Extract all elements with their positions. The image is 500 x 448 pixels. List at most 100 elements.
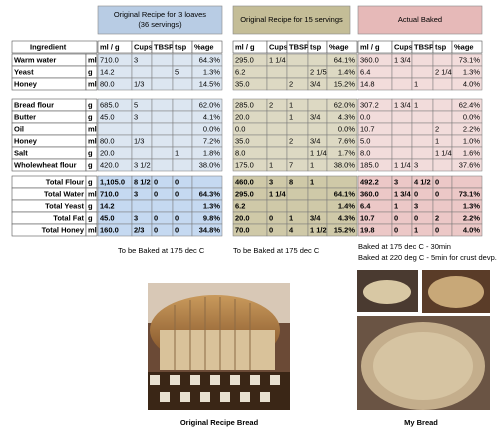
cell-value: 1/3 (134, 136, 144, 145)
cell-value: 3 (414, 201, 418, 210)
cell (131, 122, 153, 136)
cell-value: 0 (435, 225, 439, 234)
cell-value: 1.3% (463, 67, 480, 76)
cell-value: 20.0 (235, 112, 250, 121)
cell-value: 73.1% (459, 55, 481, 64)
cell-value: 0 (394, 213, 398, 222)
column-header-cell (326, 40, 358, 54)
photo-caption: My Bread (404, 418, 438, 427)
cell-value: 460.0 (235, 177, 254, 186)
cell (131, 65, 153, 79)
cell-value: 20.0 (100, 148, 115, 157)
cell-value: 0 (269, 225, 273, 234)
unit-cell (85, 223, 98, 237)
cell-value: 37.6% (459, 160, 481, 169)
cell (172, 134, 193, 148)
cell (266, 146, 288, 160)
column-header: %age (454, 42, 474, 51)
cell (432, 53, 453, 67)
cell (266, 122, 288, 136)
cell (326, 175, 358, 189)
cell-value: 1 (435, 136, 439, 145)
cell-value: 1 1/4 (310, 148, 327, 157)
photo-caption: Original Recipe Bread (180, 418, 259, 427)
cell-value: 4 1/2 (414, 177, 431, 186)
cell (97, 122, 133, 136)
cell-value: 1 (289, 112, 293, 121)
unit-cell (85, 77, 98, 91)
cell-value: 64.1% (334, 189, 356, 198)
my-bread-photos (357, 270, 490, 410)
cell-value: 1/3 (134, 79, 144, 88)
cell-value: 1 (289, 100, 293, 109)
cell (432, 110, 453, 124)
unit: ml (88, 189, 97, 198)
column-header-cell (11, 40, 98, 54)
cell-value: 64.3% (199, 55, 221, 64)
cell (411, 110, 434, 124)
column-header: TBSP (414, 42, 434, 51)
cell (172, 98, 193, 112)
cell-value: 4.0% (463, 79, 480, 88)
cell-value: 3/4 (310, 213, 321, 222)
cell (151, 53, 174, 67)
cell-value: 1 (394, 201, 398, 210)
bake-note: To be Baked at 175 dec C (233, 246, 320, 255)
cell-value: 307.2 (360, 100, 379, 109)
cell-value: 1 3/4 (394, 100, 411, 109)
column-header: %age (194, 42, 214, 51)
column-header: ml / g (360, 42, 380, 51)
cell-value: 1 1/2 (310, 225, 327, 234)
cell-value: 685.0 (100, 100, 119, 109)
cell (286, 122, 309, 136)
cell (451, 223, 483, 237)
cell-value: 14.2 (100, 67, 115, 76)
cell-value: 7.2% (203, 136, 220, 145)
cell (151, 134, 174, 148)
cell (411, 134, 434, 148)
cell-value: 6.4 (360, 67, 370, 76)
cell (151, 199, 174, 213)
cell-value: 1.4% (338, 201, 355, 210)
cell-value: 3/4 (310, 112, 320, 121)
cell-value: 1 3/4 (394, 189, 412, 198)
cell-value: 6.2 (235, 201, 245, 210)
cell-value: 5 (175, 67, 179, 76)
cell-value: 0 (175, 177, 179, 186)
column-header: Cups (394, 42, 413, 51)
cell-value: 0 (394, 225, 398, 234)
cell-value: 2 (435, 124, 439, 133)
cell-value: 3 (134, 55, 138, 64)
cell-value: 0 (154, 225, 158, 234)
cell (191, 158, 223, 172)
cell-value: 1.3% (463, 201, 480, 210)
cell (411, 146, 434, 160)
cell-value: 2 (269, 100, 273, 109)
bake-note: Baked at 175 dec C - 30min (358, 242, 451, 251)
cell (172, 77, 193, 91)
cell-value: 0 (269, 213, 273, 222)
cell (191, 223, 223, 237)
cell-value: 1,105.0 (100, 177, 125, 186)
cell-value: 285.0 (235, 100, 254, 109)
cell (172, 110, 193, 124)
cell-value: 175.0 (235, 160, 254, 169)
cell-value: 0.0% (338, 124, 355, 133)
group-header-box (357, 5, 483, 35)
cell-value: 3/4 (310, 136, 320, 145)
cell (307, 199, 328, 213)
cell-value: 1 (269, 160, 273, 169)
ingredient-name: Total Water (44, 189, 84, 198)
ingredient-name: Oil (14, 124, 24, 133)
cell-value: 3 (134, 189, 138, 198)
cell-value: 2.2% (463, 124, 480, 133)
group-header-box (97, 5, 223, 35)
cell-value: 10.7 (360, 213, 375, 222)
column-header: %age (329, 42, 349, 51)
unit: ml (88, 55, 97, 64)
cell-value: 8.0 (360, 148, 370, 157)
cell-value: 2 1/5 (310, 67, 327, 76)
cell-value: 14.2 (100, 201, 115, 210)
cell (391, 146, 413, 160)
cell-value: 5.0 (360, 136, 370, 145)
